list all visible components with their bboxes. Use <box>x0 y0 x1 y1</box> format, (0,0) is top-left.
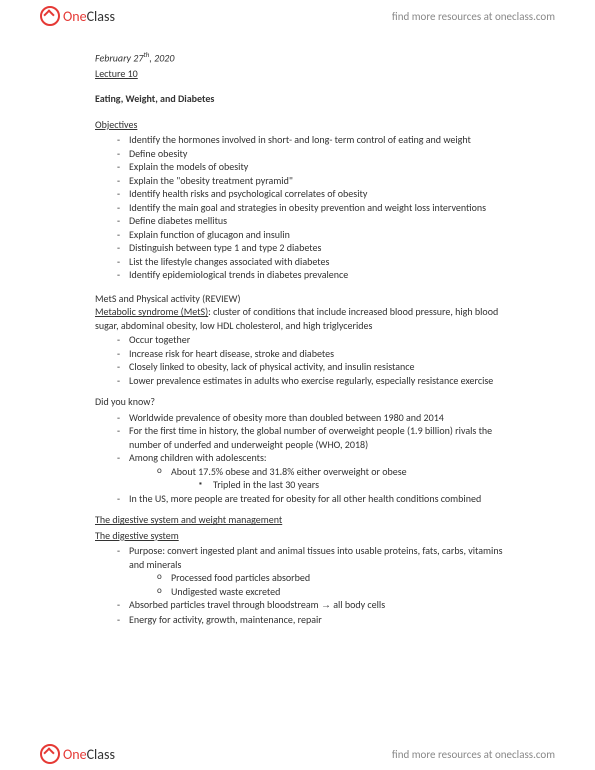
arrow-icon: → <box>321 600 331 611</box>
logo-part2: Class <box>87 8 115 25</box>
logo-icon <box>40 744 60 764</box>
logo-part2: Class <box>87 746 115 763</box>
list-item: Worldwide prevalence of obesity more tha… <box>117 411 520 425</box>
list-item: Identify health risks and psychological … <box>117 187 520 201</box>
resources-link[interactable]: find more resources at oneclass.com <box>392 10 555 23</box>
list-item: Processed food particles absorbed <box>157 571 520 585</box>
dyk-heading: Did you know? <box>95 395 520 409</box>
brand-logo-footer[interactable]: OneClass <box>40 744 115 764</box>
dyk-list: Worldwide prevalence of obesity more tha… <box>95 411 520 506</box>
mets-points-list: Occur together Increase risk for heart d… <box>95 333 520 387</box>
list-item-text: About 17.5% obese and 31.8% either overw… <box>171 465 407 478</box>
resources-link-footer[interactable]: find more resources at oneclass.com <box>392 748 555 761</box>
mets-review-heading: MetS and Physical activity (REVIEW) <box>95 292 520 306</box>
lecture-label: Lecture 10 <box>95 67 520 81</box>
list-item: Purpose: convert ingested plant and anim… <box>117 544 520 598</box>
objectives-heading: Objectives <box>95 118 520 132</box>
digestive-heading-2: The digestive system <box>95 529 520 543</box>
logo-icon <box>40 6 60 26</box>
list-item: Explain the "obesity treatment pyramid" <box>117 174 520 188</box>
list-item: Increase risk for heart disease, stroke … <box>117 347 520 361</box>
list-item-text-a: Absorbed particles travel through bloods… <box>129 598 321 611</box>
mets-definition: Metabolic syndrome (MetS): cluster of co… <box>95 305 520 332</box>
list-item: Identify the hormones involved in short-… <box>117 133 520 147</box>
list-item: Closely linked to obesity, lack of physi… <box>117 360 520 374</box>
list-item: Lower prevalence estimates in adults who… <box>117 374 520 388</box>
list-item: Explain the models of obesity <box>117 160 520 174</box>
list-item-text: Purpose: convert ingested plant and anim… <box>129 544 502 571</box>
list-item: Identify epidemiological trends in diabe… <box>117 268 520 282</box>
list-item: Distinguish between type 1 and type 2 di… <box>117 241 520 255</box>
list-item: Absorbed particles travel through bloods… <box>117 598 520 613</box>
list-item: Define obesity <box>117 147 520 161</box>
list-item: Energy for activity, growth, maintenance… <box>117 613 520 627</box>
date-prefix: February 27 <box>95 51 143 64</box>
list-item: List the lifestyle changes associated wi… <box>117 255 520 269</box>
dyk-sublist: About 17.5% obese and 31.8% either overw… <box>129 465 520 492</box>
list-item-text: Among children with adolescents: <box>129 451 267 464</box>
list-item: Identify the main goal and strategies in… <box>117 201 520 215</box>
logo-part1: One <box>63 8 87 25</box>
dyk-subsublist: Tripled in the last 30 years <box>171 478 520 492</box>
objectives-list: Identify the hormones involved in short-… <box>95 133 520 282</box>
logo-part1: One <box>63 746 87 763</box>
digestive-heading-1: The digestive system and weight manageme… <box>95 513 520 527</box>
list-item: About 17.5% obese and 31.8% either overw… <box>157 465 520 492</box>
date-year: , 2020 <box>149 51 174 64</box>
list-item: Undigested waste excreted <box>157 585 520 599</box>
page-footer: OneClass find more resources at oneclass… <box>0 738 595 770</box>
list-item: Tripled in the last 30 years <box>199 478 520 492</box>
list-item: In the US, more people are treated for o… <box>117 492 520 506</box>
list-item: For the first time in history, the globa… <box>117 424 520 451</box>
list-item: Explain function of glucagon and insulin <box>117 228 520 242</box>
list-item: Occur together <box>117 333 520 347</box>
digestive-list: Purpose: convert ingested plant and anim… <box>95 544 520 626</box>
document-date: February 27th, 2020 <box>95 50 520 65</box>
brand-logo[interactable]: OneClass <box>40 6 115 26</box>
logo-text: OneClass <box>63 746 115 763</box>
document-title: Eating, Weight, and Diabetes <box>95 92 520 106</box>
document-body: February 27th, 2020 Lecture 10 Eating, W… <box>0 32 595 626</box>
list-item-text-b: all body cells <box>331 598 385 611</box>
mets-term: Metabolic syndrome (MetS) <box>95 305 208 318</box>
digestive-sublist: Processed food particles absorbed Undige… <box>129 571 520 598</box>
page-header: OneClass find more resources at oneclass… <box>0 0 595 32</box>
logo-text: OneClass <box>63 8 115 25</box>
list-item: Define diabetes mellitus <box>117 214 520 228</box>
list-item: Among children with adolescents: About 1… <box>117 451 520 492</box>
